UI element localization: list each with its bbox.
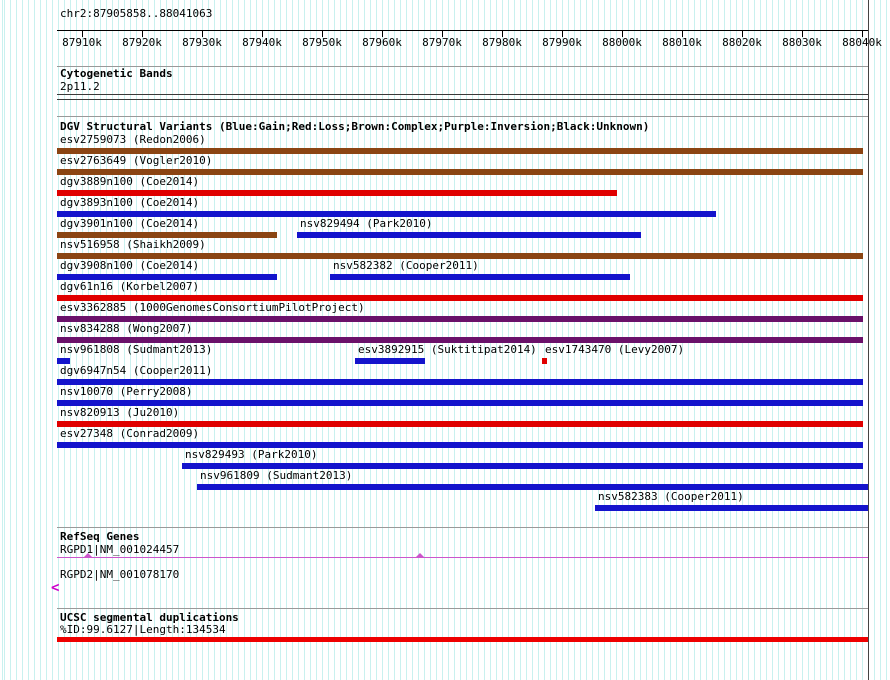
ruler-tick-mark (802, 30, 803, 37)
ruler-tick-label: 87950k (302, 36, 342, 49)
variant-feature-label[interactable]: esv3892915 (Suktitipat2014) (358, 343, 537, 356)
gene-direction-left-icon[interactable] (51, 582, 59, 594)
ruler-tick-mark (862, 30, 863, 37)
variant-feature-bar[interactable] (182, 463, 863, 469)
gene-intron-peak-icon (84, 553, 92, 557)
ruler-tick-mark (742, 30, 743, 37)
section-divider (57, 66, 869, 67)
variant-feature-bar[interactable] (57, 358, 70, 364)
ruler-tick-label: 87980k (482, 36, 522, 49)
variant-feature-bar[interactable] (57, 148, 863, 154)
variant-feature-bar[interactable] (57, 316, 863, 322)
gene-intron-peak-icon (416, 553, 424, 557)
ruler-tick-label: 88030k (782, 36, 822, 49)
variant-feature-label[interactable]: dgv3908n100 (Coe2014) (60, 259, 200, 272)
ruler-tick-label: 88040k (842, 36, 882, 49)
ruler-tick-label: 87930k (182, 36, 222, 49)
ruler-tick-label: 87920k (122, 36, 162, 49)
variant-feature-bar[interactable] (57, 190, 617, 196)
variant-feature-label[interactable]: nsv829494 (Park2010) (300, 217, 433, 230)
variant-feature-bar[interactable] (57, 400, 863, 406)
refseq-section-title: RefSeq Genes (60, 530, 140, 543)
cytoband-label: 2p11.2 (60, 80, 100, 93)
variant-feature-label[interactable]: nsv582382 (Cooper2011) (333, 259, 479, 272)
variant-feature-label[interactable]: nsv582383 (Cooper2011) (598, 490, 744, 503)
variant-feature-bar[interactable] (197, 484, 868, 490)
variant-feature-label[interactable]: dgv6947n54 (Cooper2011) (60, 364, 213, 377)
segdup-section-title: UCSC segmental duplications (60, 611, 239, 624)
ruler-axis-line (57, 30, 869, 31)
ruler-tick-mark (142, 30, 143, 37)
ruler-tick-mark (442, 30, 443, 37)
variant-feature-bar[interactable] (57, 295, 863, 301)
segdup-bar[interactable] (57, 637, 869, 642)
ruler-tick-mark (82, 30, 83, 37)
gene-label[interactable]: RGPD1|NM_001024457 (60, 543, 180, 556)
variant-feature-bar[interactable] (57, 337, 863, 343)
variant-feature-bar[interactable] (57, 379, 863, 385)
variant-feature-label[interactable]: dgv3901n100 (Coe2014) (60, 217, 200, 230)
ruler-tick-mark (622, 30, 623, 37)
ruler-tick-label: 88020k (722, 36, 762, 49)
variant-feature-bar[interactable] (57, 274, 277, 280)
cytoband-section-title: Cytogenetic Bands (60, 67, 173, 80)
ruler-tick-label: 87970k (422, 36, 462, 49)
variant-feature-label[interactable]: esv3362885 (1000GenomesConsortiumPilotPr… (60, 301, 365, 314)
dgv-section-title: DGV Structural Variants (Blue:Gain;Red:L… (60, 120, 650, 133)
variant-feature-label[interactable]: nsv834288 (Wong2007) (60, 322, 193, 335)
variant-feature-label[interactable]: esv2763649 (Vogler2010) (60, 154, 213, 167)
gene-label[interactable]: RGPD2|NM_001078170 (60, 568, 180, 581)
variant-feature-bar[interactable] (57, 232, 277, 238)
ruler-tick-mark (262, 30, 263, 37)
variant-feature-bar[interactable] (57, 253, 863, 259)
variant-feature-label[interactable]: nsv10070 (Perry2008) (60, 385, 193, 398)
variant-feature-label[interactable]: nsv829493 (Park2010) (185, 448, 318, 461)
variant-feature-bar[interactable] (57, 211, 716, 217)
ruler-tick-mark (562, 30, 563, 37)
variant-feature-bar[interactable] (57, 169, 863, 175)
ruler-tick-mark (382, 30, 383, 37)
variant-feature-label[interactable]: esv1743470 (Levy2007) (545, 343, 685, 356)
variant-feature-label[interactable]: nsv961808 (Sudmant2013) (60, 343, 213, 356)
ruler-tick-label: 88000k (602, 36, 642, 49)
ruler-tick-mark (202, 30, 203, 37)
ruler-tick-mark (502, 30, 503, 37)
variant-feature-bar[interactable] (595, 505, 868, 511)
variant-feature-label[interactable]: esv2759073 (Redon2006) (60, 133, 206, 146)
ruler-tick-label: 87910k (62, 36, 102, 49)
ruler-tick-label: 88010k (662, 36, 702, 49)
panel-right-border (868, 0, 869, 680)
variant-feature-bar[interactable] (57, 442, 863, 448)
variant-feature-label[interactable]: nsv961809 (Sudmant2013) (200, 469, 353, 482)
ruler-tick-label: 87990k (542, 36, 582, 49)
segdup-stats-label[interactable]: %ID:99.6127|Length:134534 (60, 623, 226, 636)
cytoband-glyph (57, 94, 869, 100)
ruler-tick-label: 87940k (242, 36, 282, 49)
ruler-tick-mark (682, 30, 683, 37)
variant-feature-bar[interactable] (297, 232, 641, 238)
variant-feature-bar[interactable] (57, 421, 863, 427)
variant-feature-label[interactable]: esv27348 (Conrad2009) (60, 427, 200, 440)
ruler-tick-mark (322, 30, 323, 37)
section-divider (57, 116, 869, 117)
variant-feature-label[interactable]: dgv61n16 (Korbel2007) (60, 280, 200, 293)
variant-feature-bar[interactable] (330, 274, 630, 280)
variant-feature-bar[interactable] (542, 358, 547, 364)
region-label: chr2:87905858..88041063 (60, 7, 213, 20)
section-divider (57, 527, 869, 528)
variant-feature-label[interactable]: dgv3889n100 (Coe2014) (60, 175, 200, 188)
variant-feature-label[interactable]: nsv820913 (Ju2010) (60, 406, 180, 419)
section-divider (57, 608, 869, 609)
variant-feature-label[interactable]: dgv3893n100 (Coe2014) (60, 196, 200, 209)
gene-glyph-line[interactable] (57, 557, 869, 558)
variant-feature-label[interactable]: nsv516958 (Shaikh2009) (60, 238, 206, 251)
ruler-tick-label: 87960k (362, 36, 402, 49)
variant-feature-bar[interactable] (355, 358, 425, 364)
